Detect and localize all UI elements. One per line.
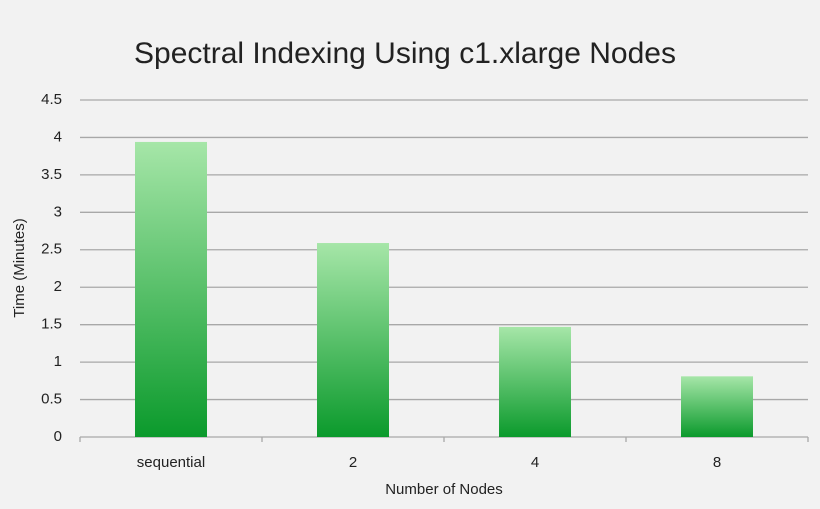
x-tick-label: 8 (713, 454, 721, 471)
y-tick-label: 4 (54, 128, 62, 145)
x-tick-label: sequential (137, 454, 205, 471)
y-tick-label: 4.5 (41, 91, 62, 108)
y-tick-label: 1 (54, 353, 62, 370)
y-tick-label: 2.5 (41, 241, 62, 258)
y-tick-label: 0 (54, 428, 62, 445)
y-tick-label: 1.5 (41, 316, 62, 333)
bar (135, 141, 207, 437)
x-tick-label: 4 (531, 454, 539, 471)
bar (499, 326, 571, 437)
y-axis-label: Time (Minutes) (11, 218, 28, 317)
y-tick-label: 3.5 (41, 166, 62, 183)
y-tick-label: 2 (54, 278, 62, 295)
chart-title: Spectral Indexing Using c1.xlarge Nodes (134, 37, 676, 70)
bar (681, 376, 753, 437)
y-tick-label: 0.5 (41, 391, 62, 408)
x-axis-label: Number of Nodes (385, 481, 503, 498)
x-tick-label: 2 (349, 454, 357, 471)
bar (317, 243, 389, 437)
y-tick-label: 3 (54, 203, 62, 220)
